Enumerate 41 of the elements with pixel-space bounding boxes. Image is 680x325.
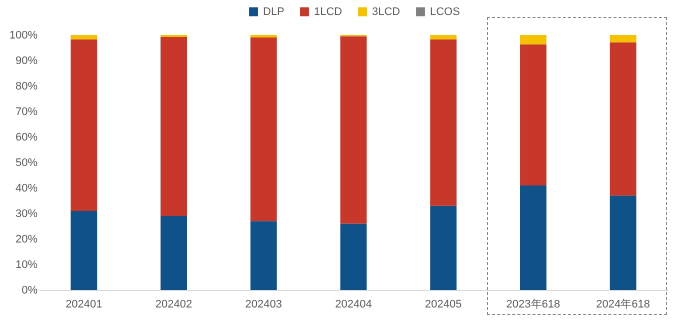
y-tick-label: 90% (15, 55, 38, 67)
bar (340, 224, 367, 290)
bar (610, 42, 636, 196)
bar (610, 196, 636, 290)
bar (520, 44, 546, 186)
bar (430, 39, 457, 206)
legend-label: DLP (263, 6, 284, 18)
y-tick-label: 70% (15, 106, 38, 118)
bar (430, 35, 457, 40)
legend-label: LCOS (430, 6, 460, 18)
x-tick-label: 202402 (155, 298, 192, 310)
bar (250, 38, 277, 222)
y-tick-label: 100% (9, 30, 38, 42)
y-tick-label: 20% (15, 234, 38, 246)
x-tick-label: 2023年618 (506, 298, 560, 310)
x-tick-label: 202401 (66, 298, 102, 310)
x-tick-label: 202404 (335, 298, 372, 310)
bar (70, 39, 98, 211)
bar (520, 185, 546, 290)
bar (160, 37, 187, 216)
bar (340, 36, 367, 224)
y-tick-label: 60% (15, 132, 38, 144)
x-tick-label: 202403 (245, 298, 282, 310)
x-tick-label: 202405 (425, 298, 462, 310)
y-tick-label: 10% (15, 259, 38, 271)
bar (610, 35, 636, 42)
bar (250, 35, 277, 38)
legend-label: 1LCD (314, 6, 342, 18)
x-tick-label: 2024年618 (596, 298, 650, 310)
legend-label: 3LCD (372, 6, 400, 18)
bar (250, 221, 277, 290)
bar (70, 210, 98, 290)
bar (70, 35, 98, 40)
bar (520, 35, 546, 44)
y-tick-label: 80% (15, 80, 38, 92)
y-tick-label: 0% (22, 284, 38, 296)
y-tick-label: 50% (15, 157, 38, 169)
y-tick-label: 30% (15, 208, 38, 220)
bar (430, 206, 457, 290)
y-tick-label: 40% (15, 182, 38, 194)
bar (160, 216, 187, 290)
